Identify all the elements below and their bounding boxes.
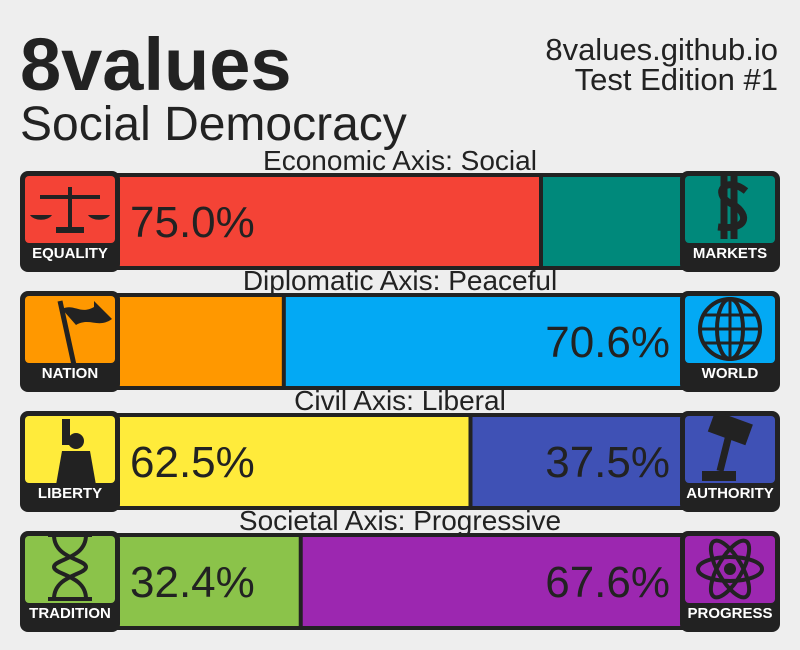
icon-label: AUTHORITY <box>686 485 774 502</box>
icon-label: EQUALITY <box>32 245 108 262</box>
left-segment <box>118 177 539 266</box>
icon-label: MARKETS <box>693 245 767 262</box>
icon <box>708 538 752 600</box>
axis-title: Economic Axis: Social <box>263 145 537 176</box>
right-segment <box>543 177 682 266</box>
right-percent: 37.5% <box>545 438 670 487</box>
icon-label: WORLD <box>702 365 759 382</box>
icon <box>62 419 70 445</box>
edition: Test Edition #1 <box>575 62 778 97</box>
icon-bg <box>685 416 775 483</box>
left-segment <box>118 537 299 626</box>
icon <box>702 471 736 481</box>
right-segment <box>285 297 682 386</box>
icon <box>696 555 764 583</box>
axis-title: Societal Axis: Progressive <box>239 505 561 536</box>
icon <box>708 538 752 600</box>
icon-label: PROGRESS <box>687 605 772 622</box>
subtitle: Social Democracy <box>20 98 407 151</box>
left-percent: 32.4% <box>130 558 255 607</box>
left-segment <box>118 297 282 386</box>
right-segment <box>472 417 682 506</box>
icon <box>48 533 92 601</box>
icon <box>707 410 753 446</box>
site: 8values.github.io <box>545 32 778 67</box>
icon-bg <box>25 536 115 603</box>
icon <box>724 563 736 575</box>
icon <box>57 300 77 366</box>
icon <box>56 227 84 233</box>
axis-title: Diplomatic Axis: Peaceful <box>243 265 557 296</box>
axis-title: Civil Axis: Liberal <box>294 385 506 416</box>
right-percent: 70.6% <box>545 318 670 367</box>
icon <box>62 301 112 325</box>
right-segment <box>302 537 682 626</box>
icon-label: TRADITION <box>29 605 111 622</box>
icon-bg <box>685 176 775 243</box>
left-percent: 75.0% <box>130 198 255 247</box>
icon <box>717 173 749 239</box>
icon-label: LIBERTY <box>38 485 102 502</box>
left-segment <box>118 417 469 506</box>
icon <box>56 451 96 485</box>
icon <box>68 433 84 449</box>
title: 8values <box>20 23 292 106</box>
icon-label: NATION <box>42 365 98 382</box>
icon <box>700 299 760 359</box>
left-percent: 62.5% <box>130 438 255 487</box>
icon <box>30 215 110 220</box>
icon <box>716 430 734 472</box>
right-percent: 67.6% <box>545 558 670 607</box>
